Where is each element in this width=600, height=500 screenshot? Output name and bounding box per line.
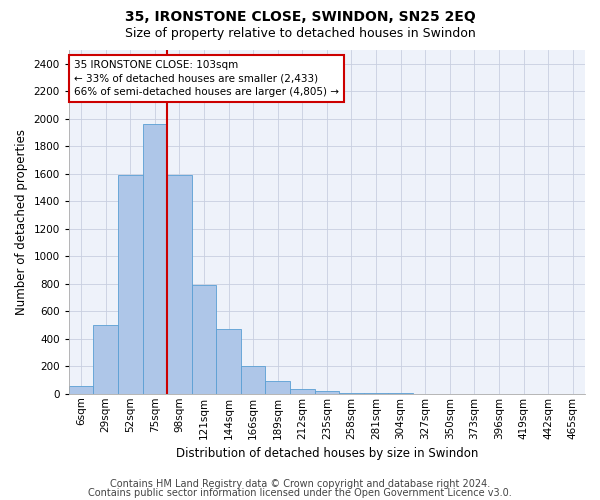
Bar [192, 285, 217, 394]
Text: Contains HM Land Registry data © Crown copyright and database right 2024.: Contains HM Land Registry data © Crown c… [110, 479, 490, 489]
Text: 35 IRONSTONE CLOSE: 103sqm
← 33% of detached houses are smaller (2,433)
66% of s: 35 IRONSTONE CLOSE: 103sqm ← 33% of deta… [74, 60, 339, 96]
Bar [69, 386, 94, 394]
Bar [339, 393, 364, 394]
Text: Contains public sector information licensed under the Open Government Licence v3: Contains public sector information licen… [88, 488, 512, 498]
Bar [167, 175, 192, 394]
Bar [143, 124, 167, 394]
Bar [265, 382, 290, 394]
Bar [94, 325, 118, 394]
Bar [388, 393, 413, 394]
Text: 35, IRONSTONE CLOSE, SWINDON, SN25 2EQ: 35, IRONSTONE CLOSE, SWINDON, SN25 2EQ [125, 10, 475, 24]
Bar [364, 393, 388, 394]
Text: Size of property relative to detached houses in Swindon: Size of property relative to detached ho… [125, 28, 475, 40]
Bar [217, 329, 241, 394]
X-axis label: Distribution of detached houses by size in Swindon: Distribution of detached houses by size … [176, 447, 478, 460]
Bar [314, 391, 339, 394]
Y-axis label: Number of detached properties: Number of detached properties [15, 129, 28, 315]
Bar [290, 389, 314, 394]
Bar [118, 175, 143, 394]
Bar [241, 366, 265, 394]
